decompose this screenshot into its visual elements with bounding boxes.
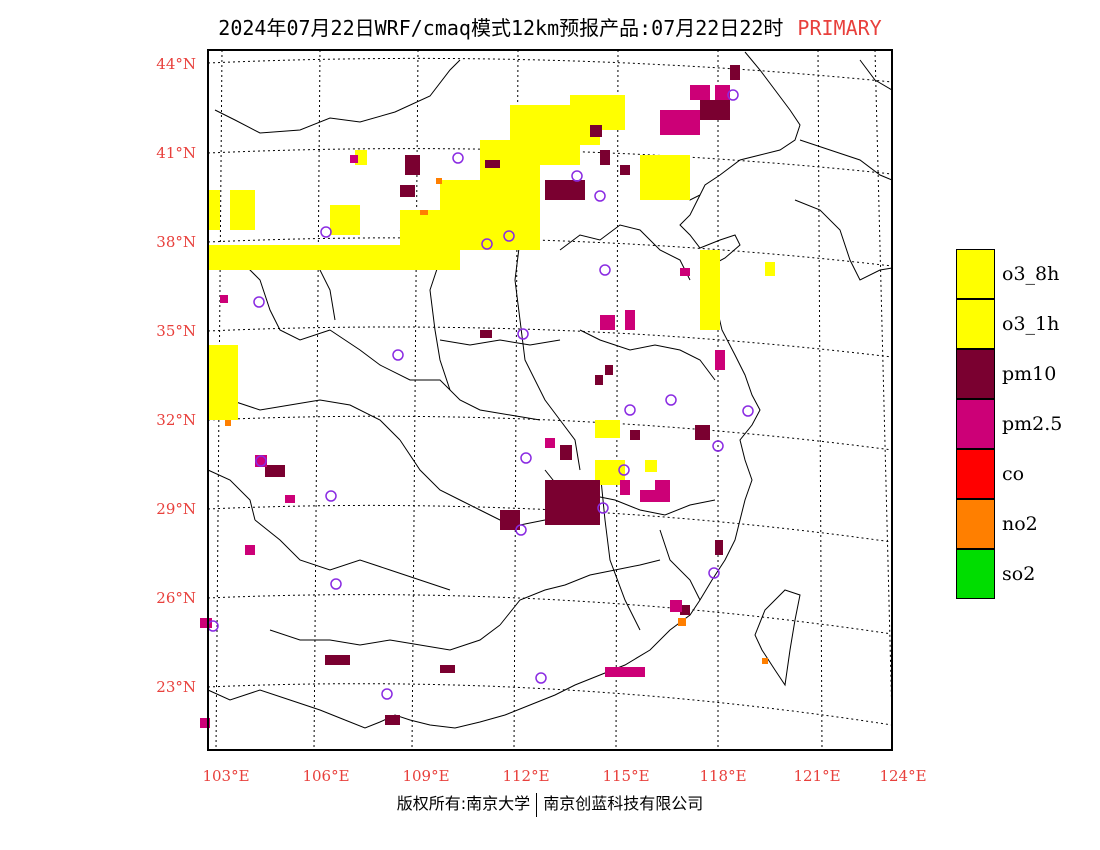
lat-label-32: 32°N <box>156 411 196 429</box>
legend-label-no2: no2 <box>1002 513 1038 535</box>
legend-label-so2: so2 <box>1002 563 1036 585</box>
copyright-notice: 版权所有:南京大学 南京创蓝科技有限公司 <box>0 790 1100 817</box>
lon-label-103: 103°E <box>202 767 249 785</box>
lon-label-121: 121°E <box>793 767 840 785</box>
copyright-right: 南京创蓝科技有限公司 <box>543 794 704 813</box>
lat-label-35: 35°N <box>156 322 196 340</box>
lat-label-44: 44°N <box>156 55 196 73</box>
latitude-labels: 44°N 41°N 38°N 35°N 32°N 29°N 26°N 23°N <box>156 55 196 696</box>
legend-label-co: co <box>1002 463 1025 485</box>
title-primary-tag: PRIMARY <box>797 16 882 40</box>
legend-swatch-co <box>956 449 995 499</box>
legend-swatch-o3-8h <box>956 249 995 299</box>
lon-label-112: 112°E <box>502 767 549 785</box>
legend-label-o3-1h: o3_1h <box>1002 313 1060 335</box>
lat-label-26: 26°N <box>156 589 196 607</box>
lon-label-115: 115°E <box>602 767 649 785</box>
monitoring-stations <box>207 89 754 700</box>
lon-label-118: 118°E <box>699 767 746 785</box>
copyright-divider <box>536 792 538 817</box>
lat-label-38: 38°N <box>156 233 196 251</box>
longitude-labels: 103°E 106°E 109°E 112°E 115°E 118°E 121°… <box>202 767 926 785</box>
legend-label-pm10: pm10 <box>1002 363 1057 385</box>
legend-swatch-so2 <box>956 549 995 599</box>
lon-label-106: 106°E <box>302 767 349 785</box>
province-boundaries <box>207 51 893 729</box>
legend-label-pm25: pm2.5 <box>1002 413 1063 435</box>
lon-label-124: 124°E <box>879 767 926 785</box>
legend-swatch-o3-1h <box>956 299 995 349</box>
copyright-left: 版权所有:南京大学 <box>396 794 531 813</box>
legend-label-o3-8h: o3_8h <box>1002 263 1060 285</box>
title-main: 2024年07月22日WRF/cmaq模式12km预报产品:07月22日22时 <box>218 16 784 40</box>
map-title: 2024年07月22日WRF/cmaq模式12km预报产品:07月22日22时 P… <box>0 12 1100 41</box>
legend-swatch-pm10 <box>956 349 995 399</box>
legend-swatch-no2 <box>956 499 995 549</box>
lat-label-29: 29°N <box>156 500 196 518</box>
legend-swatch-pm25 <box>956 399 995 449</box>
pollution-patches <box>200 65 775 728</box>
lat-label-23: 23°N <box>156 678 196 696</box>
lat-label-41: 41°N <box>156 144 196 162</box>
lon-label-109: 109°E <box>402 767 449 785</box>
map-frame <box>207 49 893 751</box>
